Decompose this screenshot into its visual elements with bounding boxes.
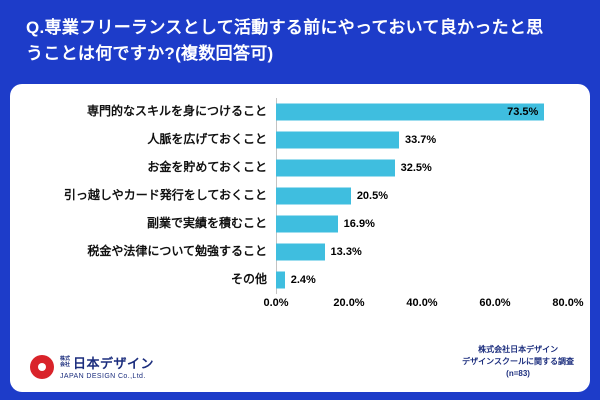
bar: [276, 187, 351, 205]
bar-row: お金を貯めておくこと 32.5%: [26, 154, 568, 182]
category-label: 人脈を広げておくこと: [147, 132, 267, 147]
bar-plot-area: 2.4%: [276, 266, 568, 294]
survey-source: 株式会社日本デザイン デザインスクールに関する調査 (n=83): [462, 344, 574, 380]
logo-company-prefix: 株式会社: [60, 355, 71, 368]
question-title: Q.専業フリーランスとして活動する前にやっておいて良かったと思 うことは何ですか…: [0, 0, 600, 84]
x-axis: 0.0% 20.0% 40.0% 60.0% 80.0%: [263, 294, 583, 314]
category-label: 専門的なスキルを身につけること: [86, 104, 267, 119]
bar: [276, 271, 285, 289]
value-label: 2.4%: [290, 274, 316, 286]
source-line2: デザインスクールに関する調査: [462, 357, 574, 366]
category-label: 引っ越しやカード発行をしておくこと: [63, 188, 267, 203]
bar: [276, 215, 338, 233]
bar-row: その他 2.4%: [26, 266, 568, 294]
bar: [276, 103, 545, 121]
category-label: その他: [230, 272, 267, 287]
category-label: 副業で実績を積むこと: [146, 216, 267, 231]
bar-plot-area: 13.3%: [276, 238, 568, 266]
x-axis-spacer: [26, 294, 276, 314]
logo-company-subtitle: JAPAN DESIGN Co.,Ltd.: [60, 373, 146, 380]
bar-plot-area: 16.9%: [276, 210, 568, 238]
x-tick-label: 20.0%: [333, 297, 365, 309]
japan-design-logo: 株式会社 日本デザイン JAPAN DESIGN Co.,Ltd.: [30, 353, 154, 380]
bar: [276, 243, 325, 261]
source-line3: (n=83): [506, 369, 530, 378]
x-axis-row: 0.0% 20.0% 40.0% 60.0% 80.0%: [26, 294, 583, 314]
japan-design-logo-icon: [30, 354, 54, 379]
question-title-line2: うことは何ですか?(複数回答可): [26, 44, 274, 64]
value-label: 73.5%: [507, 106, 539, 118]
value-label: 32.5%: [400, 162, 432, 174]
x-tick-label: 80.0%: [552, 297, 584, 309]
chart-card: 専門的なスキルを身につけること 73.5% 人脈を広げておくこと 33.7% お金を貯め…: [10, 84, 590, 392]
x-tick-label: 40.0%: [406, 297, 438, 309]
bar: [276, 159, 395, 177]
question-title-line1: Q.専業フリーランスとして活動する前にやっておいて良かったと思: [26, 18, 544, 37]
value-label: 13.3%: [330, 246, 362, 258]
category-label: 税金や法律について勉強すること: [87, 244, 267, 259]
logo-company-name: 日本デザイン: [73, 356, 155, 371]
card-footer: 株式会社 日本デザイン JAPAN DESIGN Co.,Ltd. 株式会社日本…: [10, 344, 590, 392]
bar-row: 副業で実績を積むこと 16.9%: [26, 210, 568, 238]
bar-plot-area: 32.5%: [276, 154, 568, 182]
bar-plot-area: 73.5%: [276, 98, 568, 126]
x-tick-label: 0.0%: [263, 297, 289, 309]
bar: [276, 131, 399, 149]
bar-plot-area: 20.5%: [276, 182, 568, 210]
bar-chart: 専門的なスキルを身につけること 73.5% 人脈を広げておくこと 33.7% お金を貯め…: [10, 84, 590, 314]
source-line1: 株式会社日本デザイン: [478, 345, 559, 354]
value-label: 20.5%: [356, 190, 389, 202]
bar-row: 引っ越しやカード発行をしておくこと 20.5%: [26, 182, 568, 210]
category-label: お金を貯めておくこと: [147, 160, 267, 175]
bar-row: 税金や法律について勉強すること 13.3%: [26, 238, 568, 266]
logo-text: 株式会社 日本デザイン JAPAN DESIGN Co.,Ltd.: [60, 353, 154, 380]
bar-rows: 専門的なスキルを身につけること 73.5% 人脈を広げておくこと 33.7% お金を貯め…: [26, 98, 568, 294]
bar-row: 専門的なスキルを身につけること 73.5%: [26, 98, 568, 126]
value-label: 16.9%: [343, 218, 375, 230]
value-label: 33.7%: [405, 134, 437, 146]
bar-row: 人脈を広げておくこと 33.7%: [26, 126, 568, 154]
x-tick-label: 60.0%: [479, 297, 511, 309]
bar-plot-area: 33.7%: [276, 126, 568, 154]
